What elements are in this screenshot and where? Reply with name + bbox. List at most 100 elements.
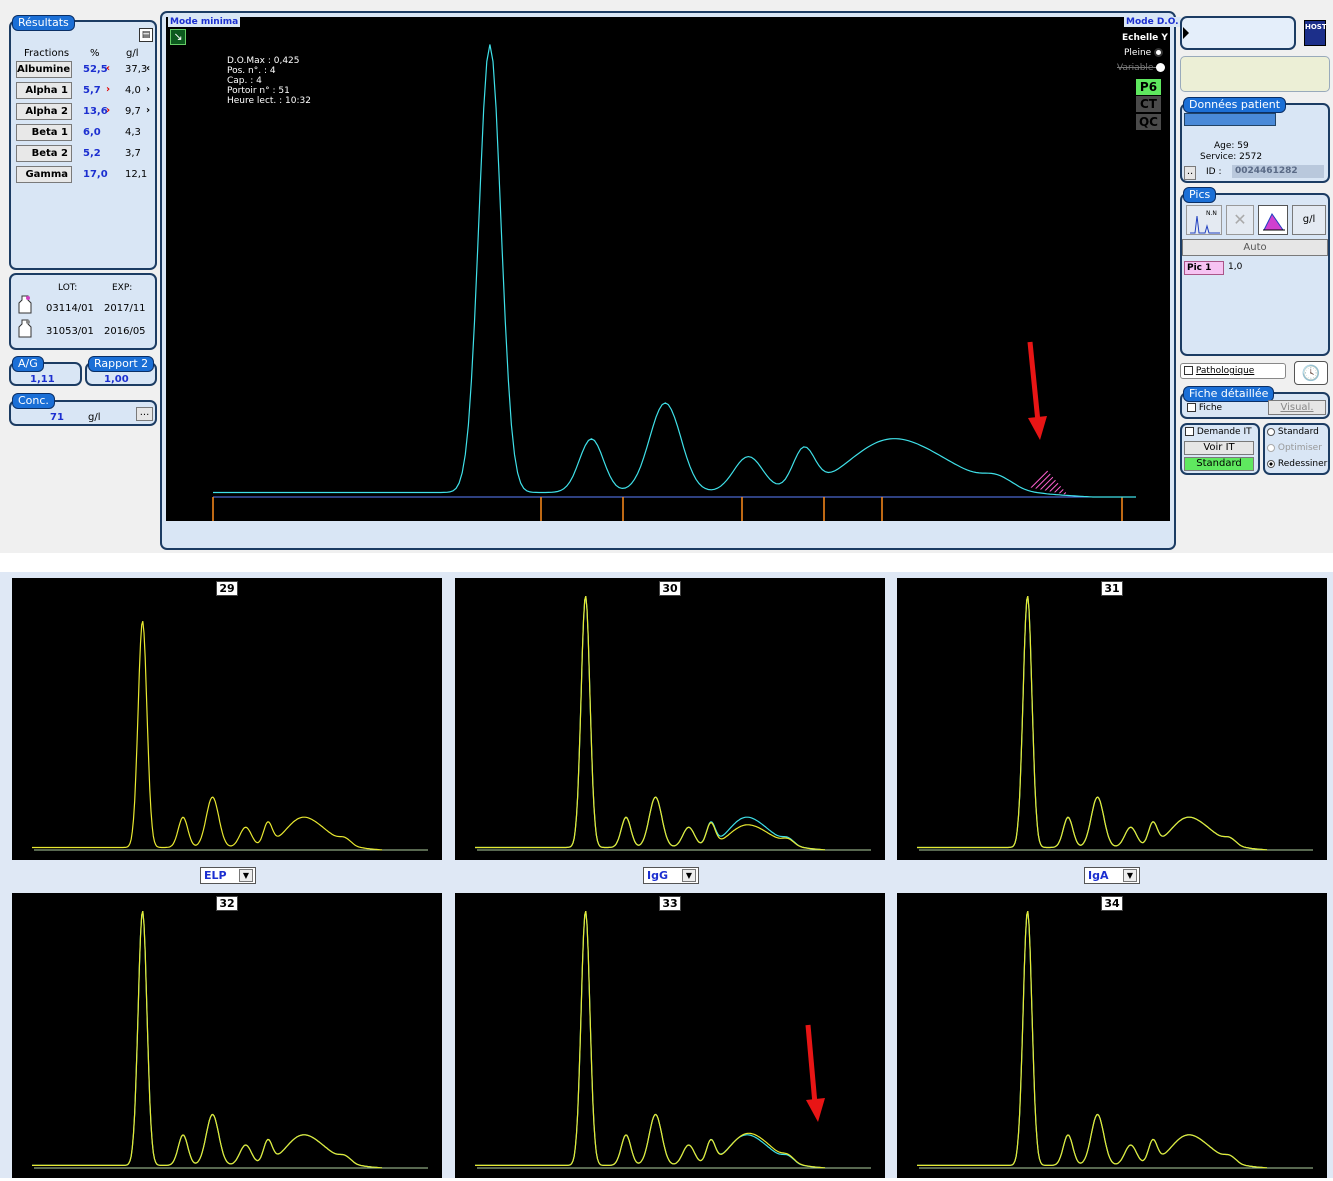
antiserum-select-elp[interactable]: ELP ▼ — [200, 867, 256, 884]
fraction-gl: 3,7 — [125, 148, 141, 159]
badge-p6[interactable]: P6 — [1136, 79, 1161, 95]
pic-1-label[interactable]: Pic 1 — [1184, 261, 1224, 275]
radio-empty-icon — [1267, 427, 1275, 436]
clock-icon[interactable]: 🕓 — [1294, 361, 1328, 385]
info-line: Portoir n° : 51 — [227, 86, 290, 96]
fraction-gl: 4,0 — [125, 85, 141, 96]
variable-label: Variable — [1117, 63, 1154, 73]
antiserum-select-iga[interactable]: IgA ▼ — [1084, 867, 1140, 884]
fraction-button-gamma[interactable]: Gamma — [16, 166, 72, 183]
protein-trace — [213, 44, 1136, 498]
visual-button[interactable]: Visual. — [1268, 400, 1326, 415]
col-gl: g/l — [126, 48, 139, 59]
voir-it-button[interactable]: Voir IT — [1184, 441, 1254, 455]
checkbox-icon — [1185, 427, 1194, 436]
fraction-gl: 12,1 — [125, 169, 148, 180]
sample-trace — [917, 595, 1268, 851]
thumbnail-curves — [917, 910, 1313, 1169]
lot-2: 31053/01 — [46, 326, 94, 337]
play-icon[interactable] — [1183, 27, 1189, 39]
fraction-pct: 5,7 — [83, 85, 101, 96]
main-plot[interactable] — [166, 17, 1170, 521]
patient-id-value[interactable]: 0024461282 — [1232, 165, 1324, 178]
thumbnail-number: 33 — [659, 896, 681, 911]
fraction-pct-flag: › — [106, 105, 111, 116]
patient-age: Age: 59 — [1214, 141, 1249, 151]
conc-panel — [9, 400, 157, 426]
thumbnail-number: 32 — [216, 896, 238, 911]
conc-button[interactable]: ... — [136, 407, 153, 421]
export-icon[interactable]: ▤ — [139, 28, 153, 42]
peak-area-icon[interactable] — [1258, 205, 1288, 235]
antiserum-select-igg[interactable]: IgG ▼ — [643, 867, 699, 884]
fraction-gl: 9,7 — [125, 106, 141, 117]
demande-it-checkbox[interactable]: Demande IT — [1185, 427, 1252, 437]
info-line: Cap. : 4 — [227, 76, 262, 86]
fraction-button-alpha-1[interactable]: Alpha 1 — [16, 82, 72, 99]
pleine-radio[interactable]: Pleine — [1124, 48, 1164, 58]
radio-redessiner[interactable]: Redessiner — [1267, 459, 1327, 469]
fraction-gl-flag: › — [146, 105, 151, 116]
thumbnail-curves — [32, 621, 428, 851]
lot-1: 03114/01 — [46, 303, 94, 314]
radio-optimiser[interactable]: Optimiser — [1267, 443, 1322, 453]
patient-more-button[interactable]: .. — [1184, 166, 1196, 180]
ag-title: A/G — [12, 356, 44, 372]
radio-standard[interactable]: Standard — [1267, 427, 1319, 437]
fraction-pct: 13,6 — [83, 106, 108, 117]
fiche-checkbox[interactable]: Fiche — [1187, 403, 1222, 413]
gl-button[interactable]: g/l — [1292, 205, 1326, 235]
select-value: IgA — [1088, 869, 1109, 882]
fraction-button-beta-1[interactable]: Beta 1 — [16, 124, 72, 141]
auto-button[interactable]: Auto — [1182, 239, 1328, 256]
fraction-gl-flag: ‹ — [146, 63, 151, 74]
thumbnail-plot-31[interactable] — [897, 578, 1327, 860]
reagent-bottle-icon — [18, 318, 32, 338]
demande-it-label: Demande IT — [1196, 427, 1252, 437]
badge-ct[interactable]: CT — [1136, 96, 1161, 112]
reagent-bottle-icon — [18, 294, 32, 314]
pathologic-peak — [1028, 469, 1068, 495]
results-title: Résultats — [12, 15, 75, 31]
thumbnail-plot-33[interactable] — [455, 893, 885, 1178]
fraction-button-alpha-2[interactable]: Alpha 2 — [16, 103, 72, 120]
thumbnail-number: 31 — [1101, 581, 1123, 596]
mode-minima[interactable]: Mode minima — [168, 17, 241, 27]
radio-selected-icon — [1154, 48, 1164, 57]
thumbnail-number: 34 — [1101, 896, 1123, 911]
thumbnail-number: 29 — [216, 581, 238, 596]
chevron-down-icon: ▼ — [682, 869, 696, 882]
thumbnail-curves — [917, 595, 1313, 851]
fraction-button-beta-2[interactable]: Beta 2 — [16, 145, 72, 162]
fraction-button-albumine[interactable]: Albumine — [16, 61, 72, 78]
fiche-label: Fiche — [1198, 403, 1223, 413]
rapport-title: Rapport 2 — [88, 356, 155, 372]
lot-label: LOT: — [58, 283, 78, 293]
peak-detect-icon[interactable]: N.N — [1186, 205, 1222, 235]
standard-button[interactable]: Standard — [1184, 457, 1254, 471]
mode-do[interactable]: Mode D.O. — [1124, 17, 1181, 27]
red-arrow-icon — [1027, 341, 1047, 440]
thumbnail-curves — [32, 910, 428, 1169]
fraction-pct: 5,2 — [83, 148, 101, 159]
fraction-pct: 52,5 — [83, 64, 108, 75]
host-icon[interactable]: HOST — [1304, 20, 1327, 46]
col-pct: % — [90, 48, 100, 59]
patient-name-field[interactable] — [1184, 113, 1276, 126]
fiche-title: Fiche détaillée — [1183, 386, 1275, 402]
thumbnail-plot-32[interactable] — [12, 893, 442, 1178]
fraction-gl: 37,3 — [125, 64, 148, 75]
delete-peak-icon[interactable]: ✕ — [1226, 205, 1254, 235]
thumbnail-plot-29[interactable] — [12, 578, 442, 860]
variable-radio[interactable]: Variable — [1117, 63, 1166, 73]
arrow-toggle-icon[interactable]: ↘ — [170, 29, 186, 45]
thumbnail-plot-34[interactable] — [897, 893, 1327, 1178]
fraction-gl-flag: › — [146, 84, 151, 95]
pathologique-checkbox[interactable]: Pathologique — [1180, 363, 1286, 379]
badge-qc[interactable]: QC — [1136, 114, 1161, 130]
thumbnail-plot-30[interactable] — [455, 578, 885, 860]
radio-standard-label: Standard — [1277, 427, 1319, 437]
radio-optimiser-label: Optimiser — [1277, 443, 1322, 453]
fraction-pct: 6,0 — [83, 127, 101, 138]
